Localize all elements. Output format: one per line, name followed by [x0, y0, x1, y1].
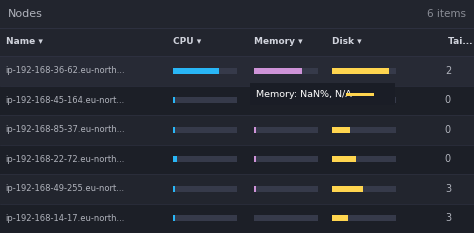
Bar [173, 156, 237, 162]
Bar [173, 215, 174, 222]
Bar [332, 97, 396, 103]
Text: Disk ▾: Disk ▾ [332, 38, 361, 47]
Text: ip-192-168-45-164.eu-nort...: ip-192-168-45-164.eu-nort... [6, 96, 125, 105]
Bar [332, 156, 396, 162]
Bar [173, 127, 175, 133]
Bar [332, 185, 396, 192]
Bar [0, 144, 474, 174]
Bar [254, 68, 318, 74]
Bar [173, 97, 237, 103]
Bar [254, 156, 256, 162]
Text: ip-192-168-49-255.eu-nort...: ip-192-168-49-255.eu-nort... [6, 184, 125, 193]
Bar [254, 185, 318, 192]
FancyBboxPatch shape [250, 83, 394, 105]
Text: 3: 3 [445, 213, 451, 223]
Bar [254, 127, 318, 133]
Text: ip-192-168-85-37.eu-north...: ip-192-168-85-37.eu-north... [6, 125, 125, 134]
Bar [346, 93, 374, 96]
Text: Memory: NaN%, N/A: Memory: NaN%, N/A [255, 90, 351, 99]
Text: Tai... ▾: Tai... ▾ [448, 38, 474, 47]
Text: 0: 0 [445, 95, 451, 105]
Bar [332, 156, 356, 162]
Bar [0, 174, 474, 203]
Bar [0, 28, 474, 56]
Bar [173, 185, 175, 192]
Bar [173, 185, 237, 192]
Text: Name ▾: Name ▾ [6, 38, 43, 47]
Bar [332, 127, 396, 133]
Bar [332, 215, 396, 222]
Bar [0, 86, 474, 115]
Text: 3: 3 [445, 184, 451, 194]
Bar [254, 185, 256, 192]
Bar [173, 68, 237, 74]
Bar [0, 203, 474, 233]
Bar [173, 97, 175, 103]
Bar [332, 215, 348, 222]
Bar [254, 215, 318, 222]
Bar [254, 97, 318, 103]
Bar [0, 56, 474, 86]
Text: 2: 2 [445, 66, 451, 76]
Text: CPU ▾: CPU ▾ [173, 38, 201, 47]
Bar [332, 97, 357, 103]
Text: ip-192-168-36-62.eu-north...: ip-192-168-36-62.eu-north... [6, 66, 125, 75]
Text: Nodes: Nodes [8, 9, 43, 19]
Bar [254, 68, 301, 74]
Bar [332, 68, 389, 74]
Bar [332, 68, 396, 74]
Bar [0, 115, 474, 144]
Bar [0, 0, 474, 28]
Text: ip-192-168-22-72.eu-north...: ip-192-168-22-72.eu-north... [6, 155, 125, 164]
Text: ip-192-168-14-17.eu-north...: ip-192-168-14-17.eu-north... [6, 214, 125, 223]
Bar [173, 215, 237, 222]
Bar [254, 127, 256, 133]
Text: 0: 0 [445, 125, 451, 135]
Bar [254, 156, 318, 162]
Text: 0: 0 [445, 154, 451, 164]
Bar [173, 127, 237, 133]
Bar [173, 68, 219, 74]
Bar [332, 127, 350, 133]
Bar [332, 185, 363, 192]
Text: 6 items: 6 items [427, 9, 466, 19]
Text: Memory ▾: Memory ▾ [254, 38, 302, 47]
Bar [173, 156, 176, 162]
